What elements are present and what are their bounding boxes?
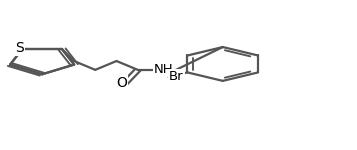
Text: Br: Br <box>169 70 183 84</box>
Text: O: O <box>116 76 127 90</box>
Text: S: S <box>15 41 24 55</box>
Text: NH: NH <box>154 63 174 76</box>
